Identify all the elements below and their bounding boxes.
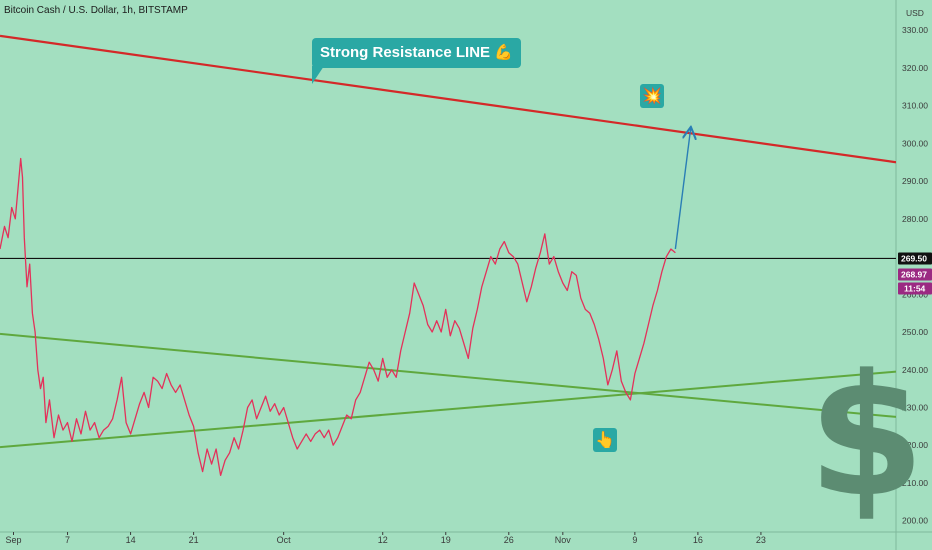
- x-tick-label: 23: [756, 535, 766, 545]
- explosion-icon: 💥: [640, 84, 664, 108]
- x-tick-label: Nov: [555, 535, 572, 545]
- x-tick-label: 19: [441, 535, 451, 545]
- level-price-tag: 269.50: [901, 253, 927, 263]
- y-tick-label: 310.00: [902, 101, 928, 111]
- y-tick-label: 240.00: [902, 365, 928, 375]
- countdown-tag: 11:54: [904, 283, 926, 293]
- y-tick-label: 200.00: [902, 516, 928, 526]
- y-tick-label: 220.00: [902, 440, 928, 450]
- x-tick-label: 21: [189, 535, 199, 545]
- last-price-tag: 268.97: [901, 269, 927, 279]
- y-tick-label: 290.00: [902, 176, 928, 186]
- currency-label: USD: [906, 8, 924, 18]
- price-series-line: [0, 157, 676, 477]
- countdown-tag-bg: [898, 282, 932, 295]
- x-tick-label: Oct: [277, 535, 292, 545]
- y-tick-label: 280.00: [902, 214, 928, 224]
- x-tick-label: 16: [693, 535, 703, 545]
- y-tick-label: 230.00: [902, 402, 928, 412]
- resistance-callout-tail: [312, 66, 324, 84]
- projection-arrow: [674, 128, 690, 250]
- y-tick-label: 320.00: [902, 63, 928, 73]
- dollar-icon: $: [808, 338, 925, 534]
- symbol-header[interactable]: Bitcoin Cash / U.S. Dollar, 1h, BITSTAMP: [4, 5, 188, 16]
- plot-area: [0, 34, 896, 477]
- last-price-tag-bg: [898, 268, 932, 281]
- y-tick-label: 300.00: [902, 138, 928, 148]
- y-tick-label: 250.00: [902, 327, 928, 337]
- resistance-callout: Strong Resistance LINE 💪: [312, 38, 521, 68]
- pointing-hand-icon: 👆: [593, 428, 617, 452]
- support-line-2: [0, 370, 896, 449]
- x-tick-label: 26: [504, 535, 514, 545]
- support-line-1: [0, 332, 896, 418]
- level-price-tag-bg: [898, 252, 932, 265]
- x-tick-label: Sep: [5, 535, 21, 545]
- y-tick-label: 210.00: [902, 478, 928, 488]
- x-tick-label: 7: [65, 535, 70, 545]
- y-tick-label: 330.00: [902, 25, 928, 35]
- x-tick-label: 12: [378, 535, 388, 545]
- x-tick-label: 14: [126, 535, 136, 545]
- x-tick-label: 9: [632, 535, 637, 545]
- resistance-line: [0, 34, 896, 164]
